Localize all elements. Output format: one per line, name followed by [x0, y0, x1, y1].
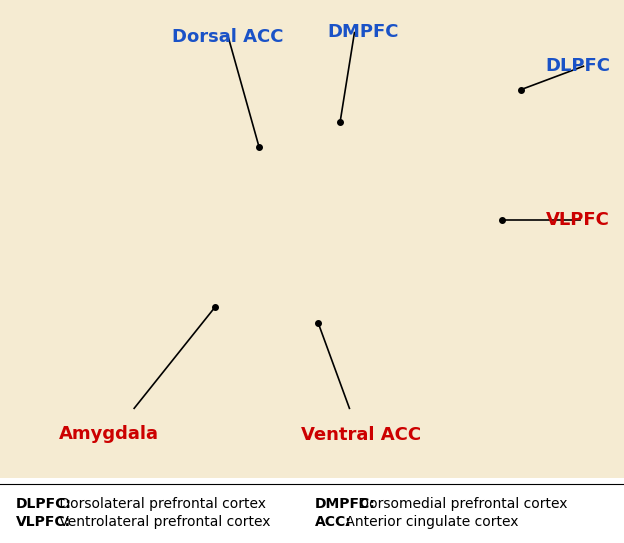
Text: Dorsomedial prefrontal cortex: Dorsomedial prefrontal cortex [354, 497, 568, 511]
Text: Amygdala: Amygdala [59, 425, 159, 443]
Text: DMPFC:: DMPFC: [315, 497, 376, 511]
Text: VLPFC: Ventrolateral prefrontal cortex: VLPFC: Ventrolateral prefrontal cortex [16, 515, 279, 529]
Text: ACC: Anterior cingulate cortex: ACC: Anterior cingulate cortex [315, 515, 526, 529]
Text: DLPFC:: DLPFC: [16, 497, 72, 511]
Text: DMPFC: Dorsomedial prefrontal cortex: DMPFC: Dorsomedial prefrontal cortex [315, 497, 582, 511]
Text: VLPFC:: VLPFC: [16, 515, 71, 529]
Text: Ventral ACC: Ventral ACC [301, 426, 421, 444]
Text: DLPFC: DLPFC [545, 57, 610, 75]
Text: Dorsal ACC: Dorsal ACC [172, 28, 283, 46]
Text: Ventrolateral prefrontal cortex: Ventrolateral prefrontal cortex [55, 515, 270, 529]
Text: Dorsolateral prefrontal cortex: Dorsolateral prefrontal cortex [55, 497, 266, 511]
Text: ACC:: ACC: [315, 515, 352, 529]
Text: DLPFC: Dorsolateral prefrontal cortex: DLPFC: Dorsolateral prefrontal cortex [16, 497, 276, 511]
Text: DMPFC: DMPFC [328, 23, 399, 41]
Text: Anterior cingulate cortex: Anterior cingulate cortex [341, 515, 519, 529]
Text: VLPFC: VLPFC [547, 211, 610, 229]
